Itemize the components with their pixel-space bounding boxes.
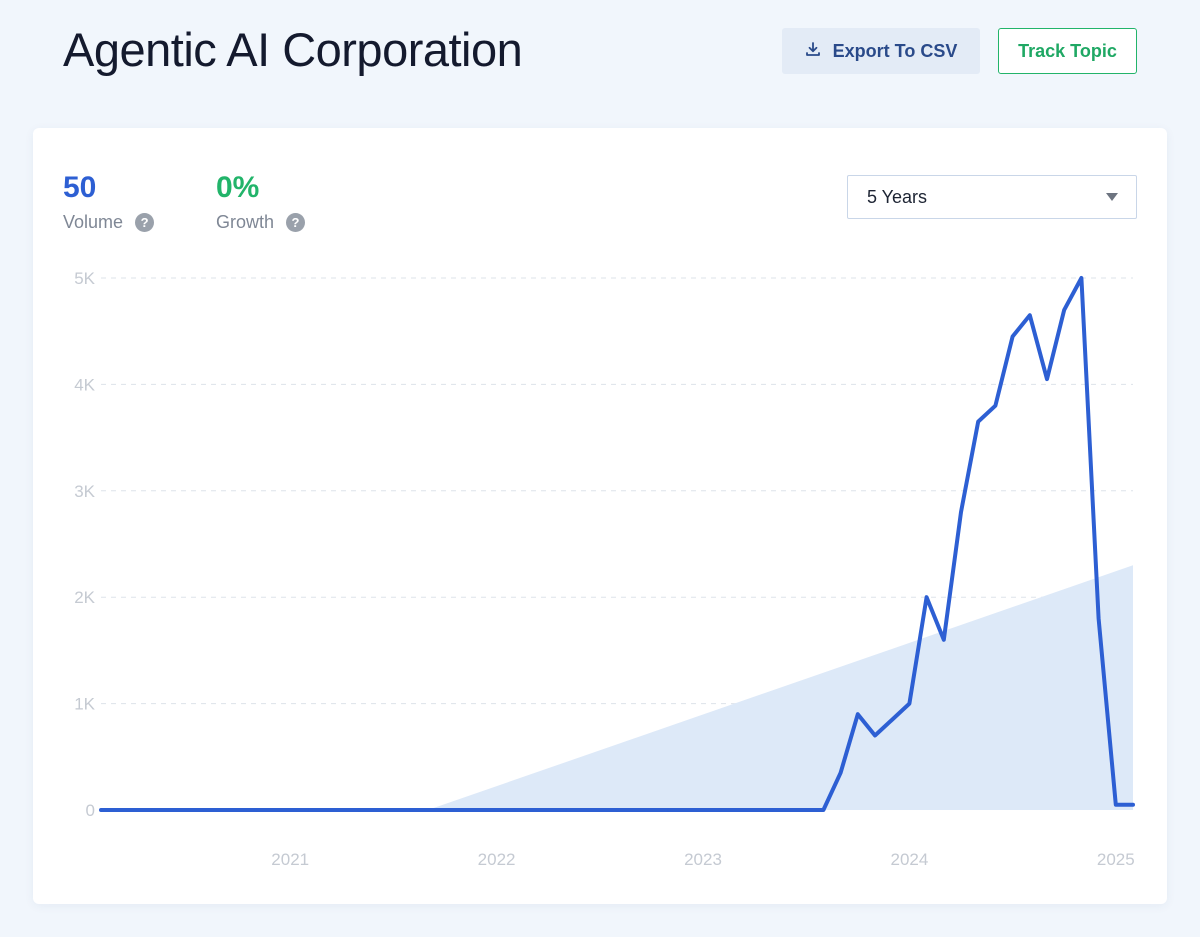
data-point — [667, 808, 671, 812]
data-point — [151, 808, 155, 812]
time-range-select[interactable]: 5 Years — [847, 175, 1137, 219]
data-point — [942, 638, 946, 642]
time-range-value: 5 Years — [867, 186, 928, 207]
x-tick-label: 2024 — [890, 850, 928, 869]
data-point — [1131, 803, 1135, 807]
x-tick-label: 2022 — [478, 850, 516, 869]
data-point — [718, 808, 722, 812]
data-point — [856, 712, 860, 716]
growth-metric: 0% Growth ? — [216, 170, 306, 233]
caret-down-icon — [1106, 193, 1118, 201]
download-icon — [805, 41, 821, 62]
data-point — [1062, 308, 1066, 312]
growth-label: Growth — [216, 212, 275, 232]
data-point — [409, 808, 413, 812]
x-tick-label: 2025 — [1097, 850, 1135, 869]
export-csv-label: Export To CSV — [832, 40, 958, 61]
data-point — [1045, 377, 1049, 381]
data-point — [512, 808, 516, 812]
help-icon[interactable]: ? — [135, 213, 155, 232]
data-point — [615, 808, 619, 812]
data-point — [959, 510, 963, 514]
data-point — [907, 702, 911, 706]
data-point — [1097, 616, 1101, 620]
line-chart: 0 1K 2K 3K 4K 5K 2021 2022 2023 2024 2025 — [74, 269, 1135, 869]
y-tick-label: 2K — [74, 588, 95, 607]
data-point — [460, 808, 464, 812]
data-point — [1028, 313, 1032, 317]
y-tick-label: 5K — [74, 269, 95, 288]
volume-label: Volume — [63, 212, 124, 232]
y-tick-label: 4K — [74, 375, 95, 394]
data-point — [821, 808, 825, 812]
data-point — [770, 808, 774, 812]
export-csv-button[interactable]: Export To CSV — [782, 28, 980, 74]
data-point — [254, 808, 258, 812]
y-tick-label: 0 — [86, 801, 95, 820]
data-point — [1079, 276, 1083, 280]
y-tick-label: 1K — [74, 695, 95, 714]
data-point — [890, 718, 894, 722]
y-tick-label: 3K — [74, 482, 95, 501]
data-point — [839, 771, 843, 775]
data-point — [976, 420, 980, 424]
data-point — [357, 808, 361, 812]
x-tick-label: 2023 — [684, 850, 722, 869]
data-point — [563, 808, 567, 812]
trend-area — [427, 565, 1133, 810]
data-point — [925, 595, 929, 599]
chart-card: 0 1K 2K 3K 4K 5K 2021 2022 2023 2024 2025 50 Volum… — [33, 128, 1167, 904]
x-tick-label: 2021 — [271, 850, 309, 869]
data-point — [993, 404, 997, 408]
data-point — [873, 734, 877, 738]
track-topic-button[interactable]: Track Topic — [998, 28, 1137, 74]
volume-metric: 50 Volume ? — [63, 170, 155, 233]
data-point — [99, 808, 103, 812]
data-point — [1011, 335, 1015, 339]
page-title: Agentic AI Corporation — [63, 23, 523, 76]
volume-value: 50 — [63, 171, 97, 204]
help-icon[interactable]: ? — [286, 213, 306, 232]
data-point — [305, 808, 309, 812]
data-point — [1114, 803, 1118, 807]
growth-value: 0% — [216, 171, 260, 204]
data-point — [202, 808, 206, 812]
